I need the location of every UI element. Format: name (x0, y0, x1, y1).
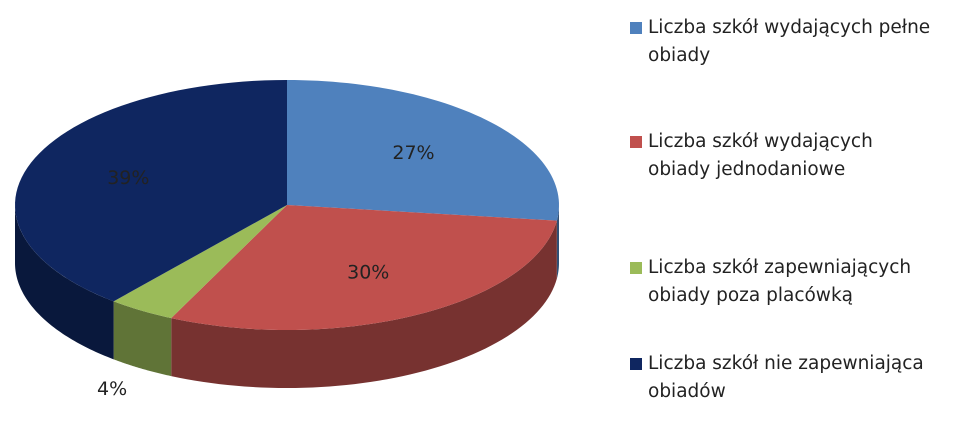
legend: Liczba szkół wydających pełne obiady Licz… (630, 14, 965, 406)
legend-item: Liczba szkół wydających pełne obiady (630, 14, 965, 70)
slice-side (556, 205, 559, 279)
legend-swatch (630, 262, 642, 274)
slice-side (15, 205, 114, 360)
slice-side (171, 220, 557, 388)
legend-label: Liczba szkół wydających pełne obiady (648, 17, 931, 66)
slice (171, 205, 557, 330)
legend-item: Liczba szkół nie zapewniająca obiadów (630, 350, 965, 406)
legend-label: Liczba szkół zapewniających obiady poza … (648, 257, 912, 306)
legend-swatch (630, 22, 642, 34)
legend-swatch (630, 136, 642, 148)
legend-item: Liczba szkół wydających obiady jednodani… (630, 128, 965, 184)
slice (15, 80, 288, 302)
data-label: 27% (392, 142, 434, 164)
slice-side (113, 301, 172, 377)
legend-item: Liczba szkół zapewniających obiady poza … (630, 254, 965, 310)
data-label: 4% (97, 378, 127, 400)
slice (287, 80, 559, 221)
data-label: 39% (107, 167, 149, 189)
legend-label: Liczba szkół nie zapewniająca obiadów (648, 353, 924, 402)
data-label: 30% (347, 261, 389, 283)
legend-swatch (630, 358, 642, 370)
chart: 27% 30% 4% 39% (15, 80, 559, 400)
slice (113, 205, 288, 319)
legend-label: Liczba szkół wydających obiady jednodani… (648, 131, 873, 180)
